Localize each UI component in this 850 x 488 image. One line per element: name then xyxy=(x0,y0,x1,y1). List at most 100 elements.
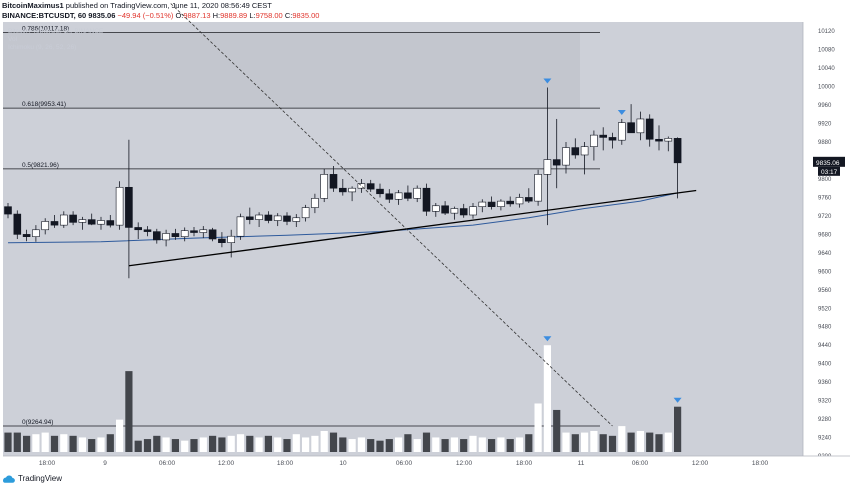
volume-bar xyxy=(413,439,421,452)
candle-body xyxy=(543,159,552,175)
candle xyxy=(431,202,440,217)
time-tick-label: 10 xyxy=(339,460,347,467)
time-tick-label: 12:00 xyxy=(218,460,235,467)
candle xyxy=(664,136,673,152)
candle-body xyxy=(115,186,124,226)
candle-body xyxy=(459,208,468,216)
volume-bar xyxy=(125,371,133,452)
last-price-tag xyxy=(813,156,845,167)
close-value: 9835.00 xyxy=(292,11,320,20)
volume-bar xyxy=(264,435,272,452)
price-tick-label: 9680 xyxy=(818,232,832,238)
fib-level-label: 0.786(10117.18) xyxy=(22,26,69,33)
author-name[interactable]: BitcoinMaximus1 xyxy=(2,1,64,10)
volume-bar xyxy=(655,434,663,452)
price-tick-label: 9960 xyxy=(818,103,832,109)
price-tick-label: 10000 xyxy=(818,85,835,91)
candle-body xyxy=(422,187,431,212)
volume-bar xyxy=(674,406,682,452)
price-tick-label: 9880 xyxy=(818,140,832,146)
price-tick-label: 9280 xyxy=(818,417,832,423)
volume-bar xyxy=(162,437,170,452)
candle xyxy=(125,139,133,279)
time-tick-label: 18:00 xyxy=(277,460,294,467)
legend-ichimoku: Ichimoku (9, 26, 52, 26) xyxy=(8,44,77,51)
candle-body xyxy=(636,118,645,134)
volume-bar xyxy=(199,437,207,452)
volume-bar xyxy=(339,437,347,452)
candle-body xyxy=(515,197,524,205)
candle-body xyxy=(506,200,515,205)
volume-bar xyxy=(97,437,105,452)
volume-bar xyxy=(525,434,533,452)
candle xyxy=(153,228,161,244)
candle xyxy=(487,196,496,210)
price-tick-label: 10040 xyxy=(818,66,835,72)
candle xyxy=(106,214,115,228)
volume-bar xyxy=(60,434,68,452)
price-tick-label: 9760 xyxy=(818,195,832,201)
candle-body xyxy=(608,137,617,141)
price-tick-label: 9560 xyxy=(818,288,832,294)
price-tick-label: 9320 xyxy=(818,399,832,405)
moving-average-line xyxy=(7,192,678,244)
candle xyxy=(450,206,459,220)
open-label: O: xyxy=(175,11,184,20)
candle xyxy=(515,193,524,208)
countdown-text: 03:17 xyxy=(821,169,838,176)
candle-body xyxy=(376,188,384,195)
time-tick-label: 11 xyxy=(578,460,585,467)
price-tick-label: 9800 xyxy=(818,177,832,183)
volume-bar xyxy=(134,440,142,452)
candle-body xyxy=(97,220,105,225)
volume-bar xyxy=(460,439,468,452)
candle xyxy=(469,202,477,219)
volume-bar xyxy=(497,437,505,452)
volume-bar xyxy=(181,440,189,452)
candle-body xyxy=(441,205,449,214)
candle-body xyxy=(4,206,12,215)
price-high-marker xyxy=(543,78,552,84)
candle-body xyxy=(32,229,40,237)
candle-body xyxy=(13,213,22,235)
volume-bar xyxy=(255,437,263,452)
candle xyxy=(348,186,356,202)
candle-body xyxy=(78,219,87,223)
candle xyxy=(87,213,96,226)
candle-body xyxy=(357,183,366,189)
volume-bar xyxy=(441,439,449,452)
candle-body xyxy=(524,197,533,202)
price-tick-label: 9240 xyxy=(818,436,832,442)
volume-spike-marker xyxy=(673,397,682,403)
high-label: H: xyxy=(212,11,221,20)
time-tick-label: 18:00 xyxy=(516,460,533,467)
candle-body xyxy=(385,193,394,200)
open-value: 9887.13 xyxy=(183,11,211,20)
candle xyxy=(673,137,682,199)
footer-brand[interactable]: TradingView xyxy=(2,474,62,483)
candle-body xyxy=(41,221,50,231)
candle xyxy=(115,181,124,230)
candle-body xyxy=(394,192,403,200)
price-tick-label: 9640 xyxy=(818,251,832,257)
candle xyxy=(236,213,245,240)
candle-body xyxy=(627,122,635,134)
candle-body xyxy=(87,219,96,225)
candle-body xyxy=(69,214,77,223)
candle xyxy=(357,178,366,193)
candle xyxy=(338,178,347,196)
volume-bar xyxy=(13,432,21,452)
volume-bar xyxy=(69,435,77,452)
candle xyxy=(246,207,254,225)
volume-bar xyxy=(116,419,124,452)
candle-body xyxy=(283,215,291,222)
candle-body xyxy=(180,230,189,237)
volume-bar xyxy=(404,434,412,452)
dashed-trendline xyxy=(170,3,613,427)
volume-bar xyxy=(571,434,579,452)
price-tick-label: 9720 xyxy=(818,214,832,220)
high-value: 9889.89 xyxy=(220,11,248,20)
candle-body xyxy=(590,134,598,147)
candle-body xyxy=(655,138,663,142)
